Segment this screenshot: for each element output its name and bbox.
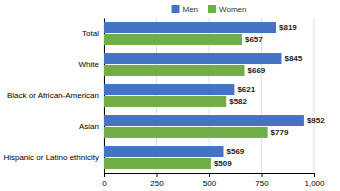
data-label: $569: [226, 147, 244, 156]
x-axis: 0 250 500 750 1,000: [102, 173, 325, 188]
x-tick-mark: [314, 173, 315, 177]
bar: [104, 34, 242, 45]
bars: [104, 22, 304, 169]
x-tick: 1,000: [304, 173, 325, 188]
bar: [104, 158, 211, 169]
data-label: $657: [245, 35, 263, 44]
x-tick: 500: [203, 173, 217, 188]
x-tick-label: 0: [102, 179, 107, 188]
x-tick: 750: [255, 173, 269, 188]
y-tick-label: Total: [82, 29, 99, 38]
chart-container: 0 250 500 750 1,000 Total White Black or Africa…: [0, 0, 340, 191]
data-label: $621: [237, 85, 255, 94]
grid-line: [314, 18, 315, 173]
legend-swatch: [172, 5, 180, 13]
data-label: $952: [307, 116, 325, 125]
data-label: $819: [279, 23, 297, 32]
y-tick-label: Black or African-American: [7, 91, 99, 100]
grid: [104, 18, 314, 173]
x-tick-mark: [209, 173, 210, 177]
legend: Men Women: [172, 5, 247, 14]
bar: [104, 96, 226, 107]
data-label: $509: [214, 159, 232, 168]
y-axis: Total White Black or African-American Asian…: [3, 19, 104, 174]
y-tick: Hispanic or Latino ethnicity: [3, 153, 104, 162]
x-tick-label: 750: [255, 179, 269, 188]
y-tick-label: Asian: [79, 122, 99, 131]
x-tick-label: 500: [203, 179, 217, 188]
bar: [104, 115, 304, 126]
legend-label: Men: [183, 5, 199, 14]
bar: [104, 84, 234, 95]
y-tick: Total: [82, 29, 104, 38]
bar: [104, 146, 223, 157]
legend-swatch: [208, 5, 216, 13]
y-tick: Black or African-American: [7, 91, 104, 100]
x-tick-label: 1,000: [304, 179, 325, 188]
bar: [104, 53, 281, 64]
data-label: $779: [271, 128, 289, 137]
legend-item: Men: [172, 5, 199, 14]
y-tick: Asian: [79, 122, 104, 131]
x-tick-mark: [262, 173, 263, 177]
x-tick-label: 250: [150, 179, 164, 188]
x-tick-mark: [104, 173, 105, 177]
x-tick: 250: [150, 173, 164, 188]
x-tick-mark: [157, 173, 158, 177]
y-tick-label: White: [79, 60, 100, 69]
bar: [104, 127, 268, 138]
y-tick: White: [79, 60, 104, 69]
chart: 0 250 500 750 1,000 Total White Black or Africa…: [0, 0, 340, 191]
bar: [104, 65, 244, 76]
y-tick-label: Hispanic or Latino ethnicity: [3, 153, 99, 162]
legend-item: Women: [208, 5, 246, 14]
plot: 0 250 500 750 1,000 Total White Black or Africa…: [3, 18, 325, 188]
bar: [104, 22, 276, 33]
legend-label: Women: [219, 5, 246, 14]
data-labels: $819 $845 $621 $952 $569 $657 $669 $582 $779 $509: [214, 23, 325, 168]
data-label: $845: [284, 54, 302, 63]
data-label: $582: [229, 97, 247, 106]
data-label: $669: [247, 66, 265, 75]
x-axis-line: [105, 174, 315, 178]
x-tick: 0: [102, 173, 107, 188]
